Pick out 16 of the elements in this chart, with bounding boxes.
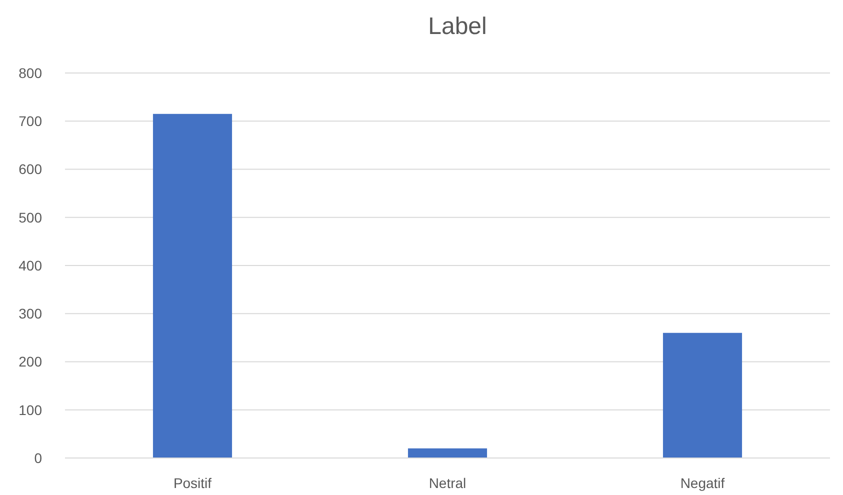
y-tick-label: 400 — [18, 257, 42, 274]
x-tick-label: Positif — [173, 475, 212, 491]
y-tick-label: 100 — [18, 402, 42, 418]
y-tick-label: 0 — [34, 450, 42, 466]
y-tick-label: 800 — [18, 64, 42, 81]
y-tick-label: 700 — [18, 113, 42, 130]
bar — [408, 448, 488, 458]
x-tick-label: Negatif — [680, 475, 725, 491]
y-tick-label: 600 — [18, 161, 42, 178]
bar — [662, 332, 742, 458]
y-tick-label: 200 — [18, 354, 42, 370]
bar — [152, 114, 232, 458]
chart-title: Label — [428, 13, 487, 40]
y-tick-label: 500 — [18, 209, 42, 226]
x-tick-label: Netral — [428, 475, 466, 491]
y-tick-label: 300 — [18, 306, 42, 322]
